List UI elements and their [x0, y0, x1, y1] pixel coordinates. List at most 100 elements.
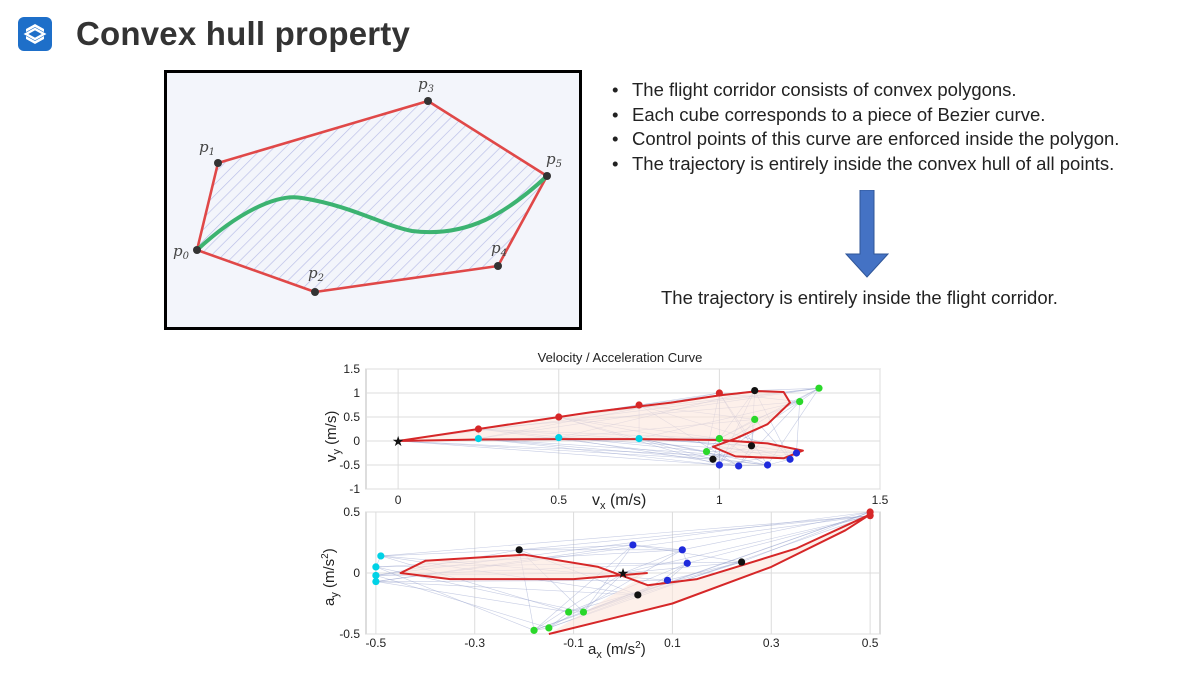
control-point [372, 563, 380, 571]
bullet-item: The flight corridor consists of convex p… [612, 78, 1119, 103]
bezier-curve [195, 174, 549, 252]
control-point [751, 415, 759, 423]
control-point [372, 577, 380, 586]
y-tick-label: 0 [353, 566, 360, 580]
hull-line [583, 544, 634, 613]
x-tick-label: 0.3 [763, 636, 780, 650]
acceleration-x-axis-label: ax (m/s2) [588, 640, 646, 661]
hull-line [533, 544, 634, 631]
control-point [683, 559, 691, 567]
hull-line [639, 392, 720, 406]
control-point [815, 384, 823, 392]
x-tick-label: -0.3 [464, 636, 485, 650]
velocity-x-label-sub: x [600, 500, 606, 512]
acceleration-y-label-unit: (m/s [321, 559, 338, 592]
hull-line [799, 387, 820, 402]
hull-line [796, 401, 800, 454]
acceleration-chart: ★ -0.5 -0.3 -0.1 0.1 0.3 0.5 0.50-0.5 ax (m/s… [320, 505, 881, 661]
label-p5: p5 [546, 150, 562, 170]
velocity-x-tick-labels: 0 0.5 1 1.5 [395, 493, 889, 507]
control-point [738, 558, 746, 566]
acceleration-x-label-tail: ) [641, 641, 646, 658]
label-p3-sub: 3 [428, 84, 434, 95]
velocity-y-axis-label: vy (m/s) [323, 411, 343, 462]
control-point [678, 546, 686, 554]
y-tick-label: 1.5 [343, 362, 360, 376]
hull-line [667, 563, 688, 581]
acceleration-x-label-unit: (m/s [602, 641, 635, 658]
control-point-p3 [424, 97, 432, 105]
y-tick-label: 0.5 [343, 505, 360, 519]
label-p1: p1 [199, 138, 215, 158]
acceleration-y-axis-label: ay (m/s2) [320, 548, 341, 606]
velocity-y-tick-labels: 1.5 1 0.5 0 -0.5 -1 [339, 362, 360, 496]
bullet-item: The trajectory is entirely inside the co… [612, 152, 1119, 177]
down-arrow-svg [844, 189, 890, 278]
hull-line [754, 387, 819, 391]
hull-line [622, 561, 742, 574]
control-point [634, 591, 642, 599]
control-point [702, 447, 711, 456]
hull-line [548, 611, 569, 629]
hull-line [639, 438, 707, 452]
control-point [555, 434, 563, 442]
velocity-y-label-unit: (m/s) [323, 411, 340, 449]
x-tick-label: -0.5 [366, 636, 387, 650]
hull-line [375, 575, 549, 629]
control-point [763, 461, 772, 469]
velocity-x-label-main: v [592, 492, 600, 509]
x-tick-label: 0.1 [664, 636, 681, 650]
y-tick-label: -1 [349, 482, 360, 496]
logo-glyph [23, 24, 47, 44]
hull-line [767, 458, 791, 466]
hull-line [380, 515, 871, 557]
control-point [372, 571, 380, 580]
x-tick-label: 0.5 [550, 493, 567, 507]
label-p5-sub: 5 [556, 159, 562, 170]
control-point [474, 435, 483, 443]
velocity-curve [397, 390, 804, 460]
control-point [515, 546, 523, 554]
control-point-p5 [543, 172, 551, 180]
hull-line [533, 572, 624, 631]
hull-line [738, 464, 768, 467]
hull-polygon [195, 99, 549, 294]
control-point [786, 455, 794, 463]
down-arrow-icon [844, 189, 890, 283]
velocity-x-label-unit: (m/s) [606, 492, 647, 509]
hull-line [632, 544, 683, 551]
x-tick-label: 1 [716, 493, 723, 507]
hull-line [687, 515, 871, 564]
hull-line [398, 440, 713, 460]
x-tick-label: 1.5 [872, 493, 889, 507]
y-tick-label: -0.5 [339, 458, 360, 472]
hull-line [375, 581, 569, 613]
acceleration-x-tick-labels: -0.5 -0.3 -0.1 0.1 0.3 0.5 [366, 636, 879, 650]
hull-line [398, 440, 720, 466]
hull-line [380, 544, 633, 557]
control-points [193, 97, 551, 296]
label-p3: p3 [418, 75, 434, 95]
x-tick-label: -0.1 [563, 636, 584, 650]
control-point [747, 442, 756, 450]
control-point [545, 624, 553, 632]
x-tick-label: 0 [395, 493, 402, 507]
control-point [715, 435, 723, 443]
acceleration-y-label-sub: y [329, 592, 341, 598]
control-point [629, 541, 637, 549]
curve-line [399, 513, 872, 635]
hull-line [548, 549, 683, 629]
control-point [709, 455, 717, 463]
control-point [579, 608, 588, 616]
hull-line [622, 515, 871, 574]
control-point [796, 398, 804, 406]
bullet-item: Each cube corresponds to a piece of Bezi… [612, 103, 1119, 128]
label-p2-sub: 2 [317, 273, 324, 284]
acceleration-y-label-tail: ) [321, 548, 338, 553]
control-point [792, 449, 801, 457]
hull-line [375, 581, 638, 596]
acceleration-x-label-sup: 2 [635, 640, 641, 651]
acceleration-y-label-sup: 2 [320, 553, 331, 559]
hull-line [712, 458, 768, 466]
control-point [715, 461, 723, 469]
